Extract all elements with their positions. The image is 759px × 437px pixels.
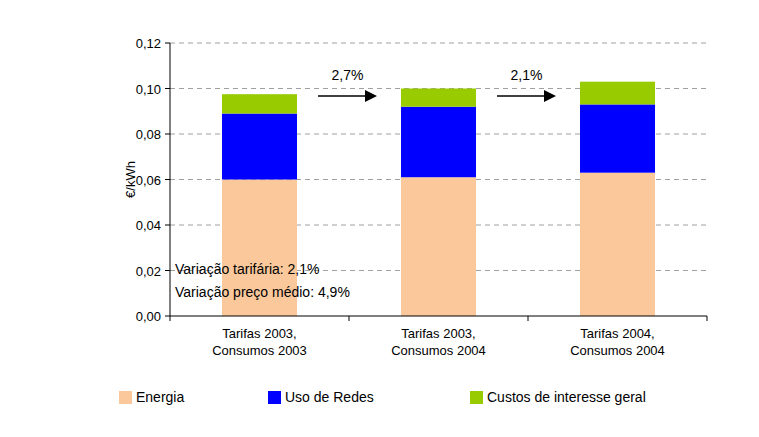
y-tick: [165, 88, 170, 89]
arrow-head: [365, 90, 377, 102]
y-tick-label: 0,02: [136, 264, 161, 279]
x-tick-label-line: Consumos 2004: [391, 343, 486, 358]
y-tick-label: 0,12: [136, 36, 161, 51]
arrow-line: [318, 95, 367, 96]
y-tick: [165, 179, 170, 180]
y-tick: [165, 43, 170, 44]
y-axis: [170, 43, 171, 316]
legend-swatch: [470, 391, 483, 404]
legend-swatch: [119, 391, 132, 404]
x-tick-label-line: Tarifas 2004,: [580, 326, 654, 341]
note: Variação tarifária: 2,1%: [175, 261, 319, 277]
chart: 0,00 0,02 0,04 0,06 0,08 0,10 0,12 Tarifas 2003…: [0, 0, 759, 437]
y-tick-label: 0,04: [136, 218, 161, 233]
x-axis: [170, 316, 707, 317]
arrow-head: [544, 90, 556, 102]
arrow-label: 2,1%: [511, 67, 543, 83]
x-tick: [170, 316, 171, 321]
x-tick-label: Tarifas 2003, Consumos 2003: [212, 326, 307, 358]
y-tick-label: 0,08: [136, 127, 161, 142]
y-tick-label: 0,10: [136, 82, 161, 97]
bar-segment: [222, 94, 297, 113]
arrow-label: 2,7%: [332, 67, 364, 83]
legend-label: Uso de Redes: [285, 389, 374, 405]
y-axis-label: €/kWh: [123, 161, 138, 198]
x-tick: [707, 316, 708, 321]
x-tick-label-line: Tarifas 2003,: [222, 326, 296, 341]
arrow-line: [497, 95, 546, 96]
x-tick: [349, 316, 350, 321]
legend-swatch: [268, 391, 281, 404]
bar-segment: [580, 104, 655, 172]
y-tick: [165, 270, 170, 271]
background: [0, 0, 759, 437]
y-tick-label: 0,06: [136, 173, 161, 188]
x-tick: [528, 316, 529, 321]
legend-label: Custos de interesse geral: [487, 389, 646, 405]
legend-label: Energia: [136, 389, 184, 405]
x-tick-label: Tarifas 2003, Consumos 2004: [391, 326, 486, 358]
bar-segment: [401, 177, 476, 316]
x-tick-label-line: Tarifas 2003,: [401, 326, 475, 341]
bar-segment: [222, 114, 297, 180]
x-tick-label: Tarifas 2004, Consumos 2004: [570, 326, 665, 358]
y-tick: [165, 316, 170, 317]
y-tick-label: 0,00: [136, 309, 161, 324]
grid-line: [170, 43, 707, 44]
x-tick-label-line: Consumos 2004: [570, 343, 665, 358]
bars: [222, 82, 655, 316]
x-tick-label-line: Consumos 2003: [212, 343, 307, 358]
bar-segment: [401, 89, 476, 107]
y-tick: [165, 225, 170, 226]
y-tick: [165, 134, 170, 135]
bar-segment: [401, 107, 476, 178]
note: Variação preço médio: 4,9%: [175, 284, 350, 300]
bar-segment: [580, 173, 655, 316]
bar-segment: [580, 82, 655, 105]
